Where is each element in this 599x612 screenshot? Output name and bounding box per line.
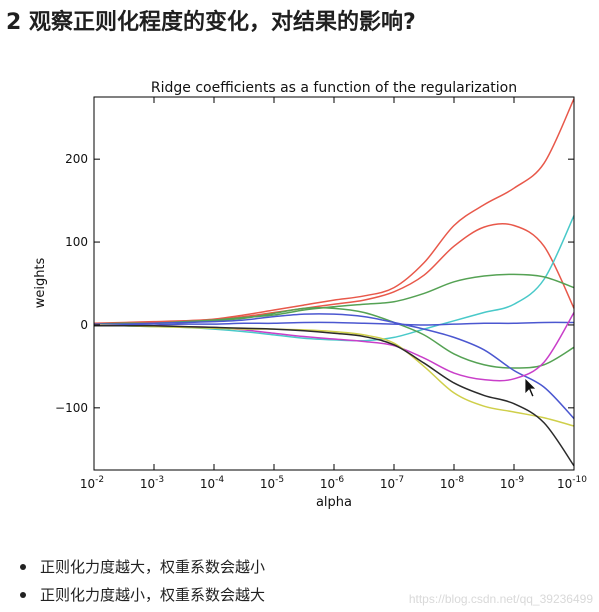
y-tick-label: 0 [80, 318, 88, 332]
bullet-item: 正则化力度越小，权重系数会越大 [18, 581, 265, 609]
x-tick-label: 10-8 [440, 475, 465, 491]
series-line-6 [93, 313, 575, 420]
series-layer [93, 98, 575, 467]
chart-title: Ridge coefficients as a function of the … [151, 80, 517, 96]
mouse-cursor-icon [524, 377, 537, 398]
series-line-10 [93, 324, 575, 467]
series-line-9 [93, 324, 575, 427]
series-line-1 [93, 98, 575, 325]
x-tick-label: 10-9 [500, 475, 525, 491]
y-axis-label: weights [33, 257, 48, 308]
x-tick-label: 10-6 [320, 475, 345, 491]
axis-layer: 10-2 10-3 10-4 10-5 10-6 10-7 10-8 10-9 10-10 200… [55, 97, 587, 491]
section-heading: 2 观察正则化程度的变化，对结果的影响? [6, 10, 416, 35]
x-tick-label: 10-2 [80, 475, 104, 491]
x-tick-label: 10-10 [557, 475, 587, 491]
bullet-dot [20, 564, 26, 570]
bullet-text: 正则化力度越大，权重系数会越小 [40, 558, 266, 576]
plot-frame [93, 96, 575, 471]
x-tick-label: 10-7 [380, 475, 404, 491]
bullet-dot [20, 592, 26, 598]
series-line-7 [94, 321, 575, 326]
watermark: https://blog.csdn.net/qq_39236499 [408, 592, 593, 606]
x-tick-label: 10-4 [200, 475, 225, 491]
bullet-text: 正则化力度越小，权重系数会越大 [40, 586, 266, 604]
x-tick-label: 10-5 [260, 475, 284, 491]
series-line-5 [93, 307, 575, 369]
y-tick-label: 100 [65, 235, 88, 249]
x-axis-label: alpha [316, 495, 352, 510]
bullet-item: 正则化力度越大，权重系数会越小 [18, 553, 265, 581]
y-tick-label: −100 [55, 401, 88, 415]
bullet-list: 正则化力度越大，权重系数会越小 正则化力度越小，权重系数会越大 [18, 553, 265, 609]
y-tick-label: 200 [65, 152, 88, 166]
x-tick-label: 10-3 [140, 475, 164, 491]
ridge-chart: Ridge coefficients as a function of the … [33, 80, 587, 510]
